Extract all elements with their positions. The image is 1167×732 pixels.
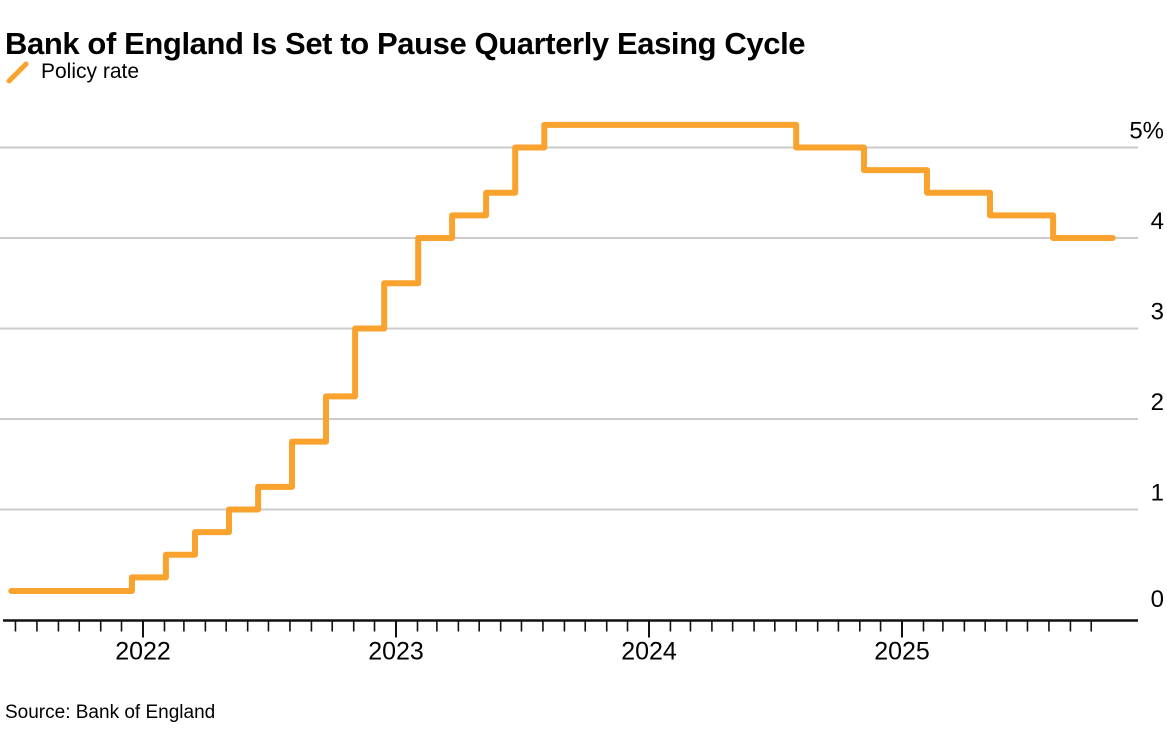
y-axis-label-3: 3 (1151, 299, 1164, 326)
y-axis-label-0: 0 (1151, 586, 1164, 613)
x-axis-label-2025: 2025 (874, 638, 930, 666)
x-axis-label-2022: 2022 (115, 638, 171, 666)
policy-rate-slash-icon (6, 61, 29, 84)
policy-rate-step-line (8, 121, 1116, 594)
y-axis-label-2: 2 (1151, 389, 1164, 416)
x-axis-label-2024: 2024 (621, 638, 677, 666)
y-axis-label-4: 4 (1151, 208, 1164, 235)
chart-title: Bank of England Is Set to Pause Quarterl… (5, 25, 806, 61)
source-label: Source: Bank of England (5, 702, 216, 723)
legend: Policy rate (5, 59, 139, 85)
policy-rate-step-chart: 2022 2023 2024 2025 0 1 2 3 4 5% (0, 118, 1164, 666)
y-axis-label-1: 1 (1151, 480, 1164, 507)
y-axis-label-5pct: 5% (1129, 118, 1164, 145)
x-axis-label-2023: 2023 (368, 638, 424, 666)
legend-label-policy-rate: Policy rate (41, 60, 140, 83)
